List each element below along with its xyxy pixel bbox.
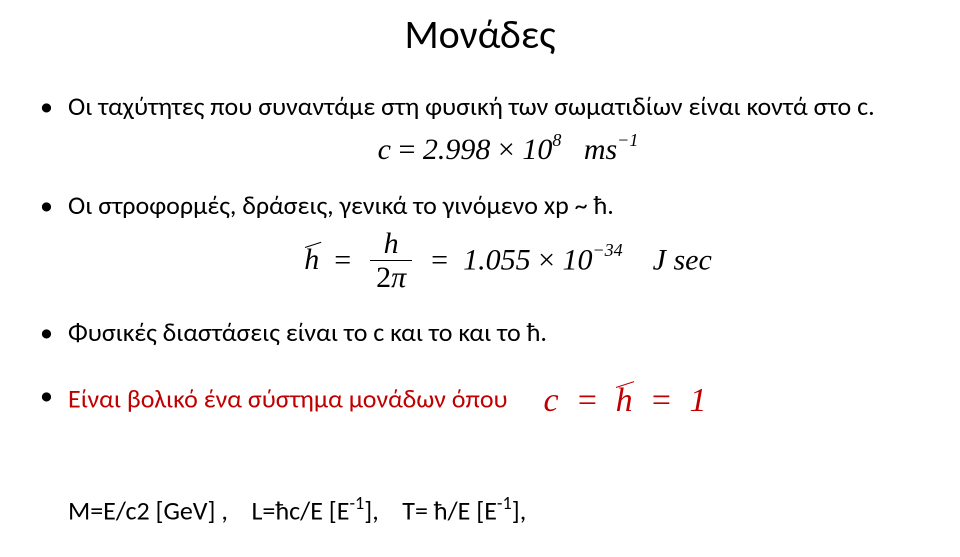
frac-num: h [370,227,412,261]
bullet-item: Οι ταχύτητες που συναντάμε στη φυσική τω… [40,90,920,169]
slide: Μονάδες Οι ταχύτητες που συναντάμε στη φ… [0,0,960,557]
eq-sign-2: = [650,382,673,419]
bullet-item: Φυσικές διαστάσεις είναι το c και το και… [40,316,920,350]
eq2: = [641,382,681,419]
den-two: 2 [376,261,391,294]
bullet-text: Οι ταχύτητες που συναντάμε στη φυσική τω… [68,90,875,122]
eq2: = [424,243,456,276]
sym-hbar: h [616,379,633,423]
eq: = [567,382,607,419]
space [385,495,397,527]
bottom-relations: M=E/c2 [GeV] , L=ħc/E [E-1], T= ħ/E [E-1… [68,493,526,527]
length-close: ], [364,495,378,527]
eq-sign: = [334,243,351,276]
bullet-text: Είναι βολικό ένα σύστημα μονάδων όπου [68,383,508,415]
formula-hbar: h = h 2π = 1.055 × 10−34 J sec [68,229,948,296]
time-rel: T= ħ/E [E [402,495,497,527]
exp: −34 [593,240,623,260]
space [630,243,645,276]
base: 10 [522,133,552,166]
frac-den: 2π [370,261,412,294]
space [569,133,577,166]
coeff: 1.055 [463,243,531,276]
exp: 8 [552,130,561,150]
unit: J sec [653,243,712,276]
sym-c: c [544,382,559,419]
mass-rel: M=E/c2 [GeV] , [68,495,228,527]
bullet-text: Φυσικές διαστάσεις είναι το c και το και… [68,316,547,348]
sym-c: c [378,133,391,166]
fraction: h 2π [370,227,412,294]
times: × [538,243,555,276]
length-rel: L=ħc/E [E [251,495,349,527]
time-close: ], [512,495,526,527]
eq: = [398,133,422,166]
time-exp: -1 [497,492,512,514]
unit-exp: −1 [617,130,638,150]
base: 10 [563,243,593,276]
length-exp: -1 [349,492,364,514]
eq-sign: = [576,382,599,419]
title-box: Μονάδες [0,10,960,59]
formula-c: c = 2.998 × 108 ms−1 [68,130,948,169]
times: × [498,133,515,166]
eq: = [327,243,359,276]
one: 1 [690,382,707,419]
sym-hbar: h [304,240,319,279]
eq-sign-2: = [431,243,448,276]
slide-title: Μονάδες [0,10,960,59]
eq-sign: = [398,133,415,166]
den-pi: π [391,261,406,294]
slide-body: Οι ταχύτητες που συναντάμε στη φυσική τω… [40,90,920,442]
formula-natural-units: c = h = 1 [544,379,707,423]
space [234,495,246,527]
bullet-list: Οι ταχύτητες που συναντάμε στη φυσική τω… [40,90,920,424]
bullet-item-accent: Είναι βολικό ένα σύστημα μονάδων όπου c … [40,379,920,423]
coeff: 2.998 [423,133,491,166]
bullet-text: Οι στροφορμές, δράσεις, γενικά το γινόμε… [68,189,614,221]
bullet-item: Οι στροφορμές, δράσεις, γενικά το γινόμε… [40,189,920,296]
unit: ms [584,133,617,166]
